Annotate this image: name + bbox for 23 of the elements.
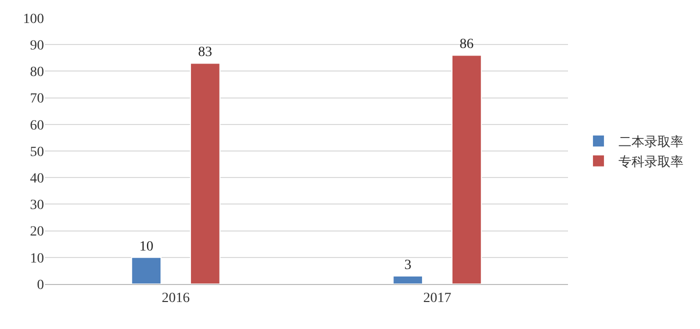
x-tick-label: 2016	[162, 290, 190, 306]
y-tick-label: 50	[30, 144, 44, 160]
data-label: 86	[460, 37, 474, 52]
data-label: 10	[139, 239, 154, 254]
data-label: 83	[198, 45, 212, 60]
y-tick-label: 60	[30, 118, 44, 134]
y-tick-label: 0	[37, 278, 44, 293]
y-tick-label: 30	[30, 198, 44, 214]
y-tick-label: 90	[30, 38, 44, 54]
bar	[131, 256, 162, 284]
y-tick-label: 20	[30, 224, 44, 240]
bar	[190, 62, 220, 284]
legend-label: 二本录取率	[618, 134, 684, 150]
legend-label: 专科录取率	[618, 154, 684, 170]
data-label: 3	[404, 258, 412, 274]
bar	[392, 276, 424, 284]
y-tick-label: 10	[30, 251, 44, 266]
y-tick-label: 40	[30, 172, 44, 186]
y-tick-label: 100	[23, 12, 44, 27]
x-tick-label: 2017	[423, 290, 452, 306]
bar	[451, 54, 482, 284]
y-tick-label: 80	[30, 65, 44, 80]
y-tick-label: 70	[30, 92, 44, 107]
